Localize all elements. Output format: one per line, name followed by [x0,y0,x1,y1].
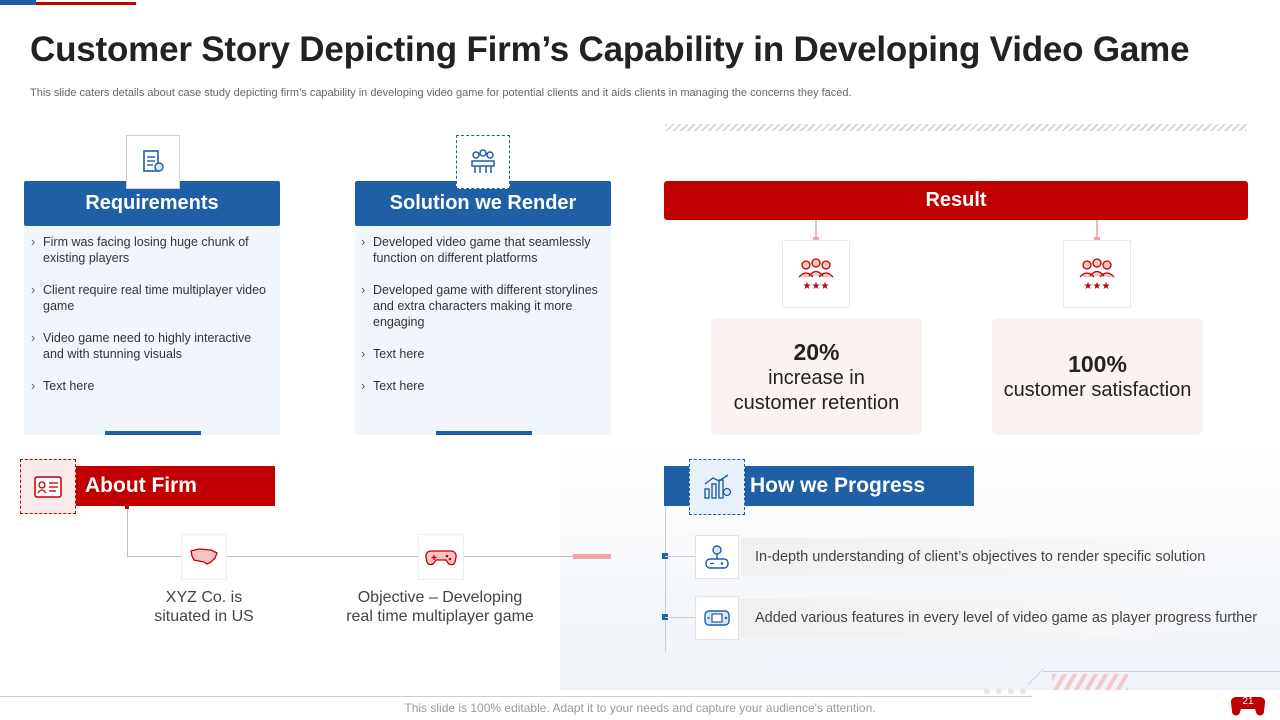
about-firm-heading: About Firm [74,466,275,506]
slide-title: Customer Story Depicting Firm’s Capabili… [30,30,1190,69]
top-accent-red [36,2,136,5]
list-item: Text here [31,378,271,394]
firm-location-line: XYZ Co. is [165,589,243,606]
list-item: Developed video game that seamlessly fun… [361,234,601,266]
list-item: Developed game with different storylines… [361,282,601,330]
top-accent-blue [0,0,36,5]
result-heading: Result [664,181,1248,220]
connector [815,220,817,240]
stat-value: 20% [793,338,840,365]
requirements-accent-bar [105,431,201,435]
connector-dot [125,505,129,509]
firm-location-line: situated in US [154,608,254,625]
svg-text:★★★: ★★★ [1084,281,1111,292]
team-meeting-icon [456,135,510,189]
connector [127,506,128,557]
requirements-heading: Requirements [24,181,280,226]
decorative-hatch [665,124,1247,131]
footer-note: This slide is 100% editable. Adapt it to… [404,701,876,715]
list-item: Text here [361,378,601,394]
document-icon [126,135,180,189]
solution-accent-bar [436,431,532,435]
svg-text:★★★: ★★★ [803,281,830,292]
timeline-end-bar [573,554,611,559]
solution-heading: Solution we Render [355,181,611,226]
gamepad-icon [418,534,464,580]
firm-objective: Objective – Developing real time multipl… [320,588,560,626]
requirements-list: Firm was facing losing huge chunk of exi… [31,234,271,410]
connector [665,556,695,557]
stat-card-retention: 20% increase in customer retention [711,318,922,435]
list-item: Client require real time multiplayer vid… [31,282,271,314]
footer-line [0,696,1032,697]
connector [665,617,695,618]
customer-group-icon: ★★★ [782,240,850,308]
progress-timeline [665,506,666,652]
stat-label: customer retention [733,391,900,414]
chart-growth-icon [689,459,745,515]
firm-location: XYZ Co. is situated in US [124,588,284,626]
stat-label: increase in [768,366,865,389]
footer-line [1043,671,1280,672]
footer-dots [984,688,1026,694]
handheld-console-icon [695,596,739,640]
stat-value: 100% [1068,351,1127,377]
connector [1096,220,1098,240]
progress-item: In-depth understanding of client’s objec… [741,538,1221,576]
page-number: 21 [1242,696,1254,707]
footer-hatch [1052,674,1128,690]
firm-objective-line: Objective – Developing [357,589,523,606]
customer-rating-icon: ★★★ [1063,240,1131,308]
stat-label: customer satisfaction [1003,379,1192,401]
slide-subtitle: This slide caters details about case stu… [30,87,852,99]
connector [127,556,573,557]
stat-card-satisfaction: 100% customer satisfaction [992,318,1203,435]
progress-item: Added various features in every level of… [741,599,1257,637]
gamepad-page-badge-icon [1230,696,1266,716]
firm-objective-line: real time multiplayer game [346,608,534,625]
joystick-icon [695,535,739,579]
list-item: Firm was facing losing huge chunk of exi… [31,234,271,266]
id-card-icon [20,459,76,514]
list-item: Text here [361,346,601,362]
solution-list: Developed video game that seamlessly fun… [361,234,601,410]
list-item: Video game need to highly interactive an… [31,330,271,362]
us-map-icon [181,534,227,580]
